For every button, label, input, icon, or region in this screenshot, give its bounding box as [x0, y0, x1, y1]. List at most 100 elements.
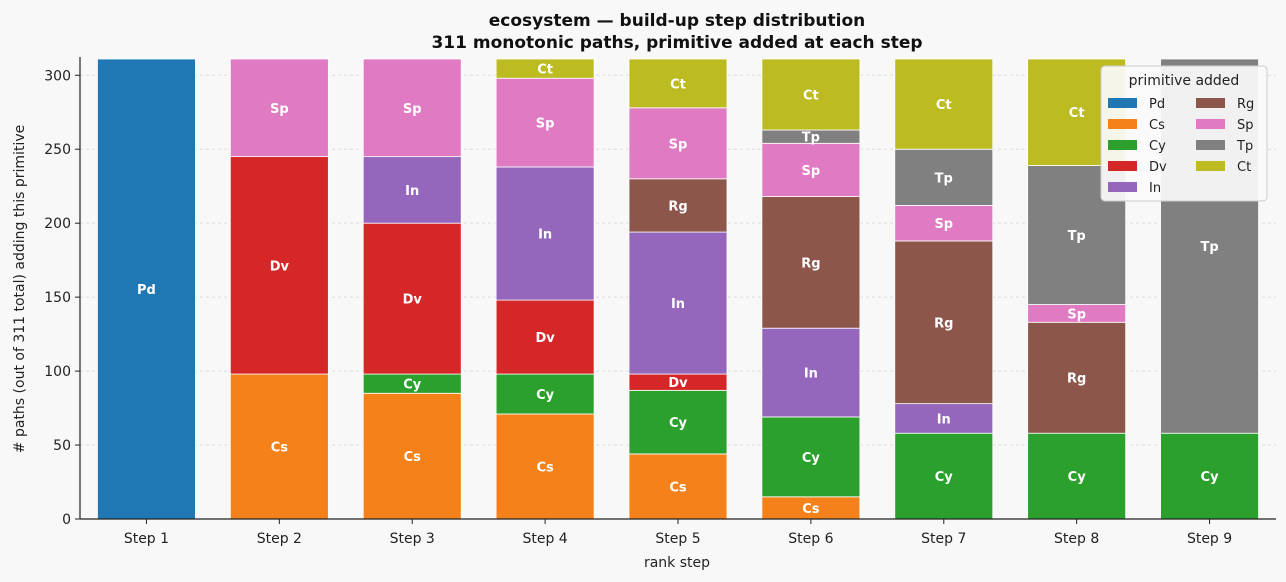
bar-segment	[628, 178, 728, 233]
x-tick-label: Step 7	[921, 531, 966, 547]
segment-label: Cs	[669, 480, 687, 495]
bar-segment	[495, 77, 595, 168]
bar-segment	[894, 403, 994, 434]
x-tick-label: Step 8	[1054, 531, 1099, 547]
segment-label: Rg	[1067, 372, 1086, 387]
bar-segment	[1027, 321, 1127, 434]
bar-segment	[97, 58, 196, 520]
segment-label: Rg	[801, 256, 820, 271]
segment-label: Cy	[802, 451, 821, 466]
bar-segment	[1027, 432, 1127, 520]
x-axis-label: rank step	[644, 555, 710, 571]
bar-segment	[894, 205, 994, 242]
legend-swatch	[1108, 119, 1137, 129]
legend-swatch	[1196, 161, 1225, 171]
segment-label: Pd	[137, 283, 156, 298]
segment-label: Sp	[802, 164, 821, 179]
segment-label: In	[538, 228, 552, 243]
legend-swatch	[1196, 119, 1225, 129]
bar-segment	[894, 148, 994, 206]
segment-label: Ct	[1069, 106, 1085, 121]
legend-swatch	[1196, 98, 1225, 108]
legend: primitive added Pd Cs Cy Dv In Rg Sp Tp Ct	[1100, 65, 1268, 202]
x-tick-label: Step 6	[788, 531, 833, 547]
bar-segment	[628, 58, 728, 109]
segment-label: Tp	[1200, 240, 1218, 255]
x-tick-label: Step 5	[655, 531, 700, 547]
legend-swatch	[1196, 140, 1225, 150]
segment-label: Sp	[1067, 307, 1086, 322]
bar-segment	[229, 156, 329, 375]
legend-entry-label: Cy	[1149, 139, 1166, 154]
bars: Pd Cs Dv Sp Cs Cy Dv In Sp Cs Cy Dv In Sp Ct Cs Cy Dv In Rg…	[97, 58, 1259, 520]
segment-label: Dv	[270, 259, 290, 274]
segment-label: Tp	[1068, 229, 1086, 244]
bar-segment	[628, 231, 728, 375]
y-tick-label: 50	[53, 438, 71, 454]
legend-title: primitive added	[1129, 73, 1240, 89]
segment-label: Sp	[669, 137, 688, 152]
bar-segment	[229, 58, 329, 158]
bar-segment	[1160, 432, 1259, 520]
bar-segment	[761, 416, 861, 498]
y-axis-label: # paths (out of 311 total) adding this p…	[12, 125, 28, 453]
segment-label: Sp	[934, 217, 953, 232]
legend-entry-label: Cs	[1149, 118, 1165, 133]
y-tick-label: 250	[44, 142, 71, 158]
segment-label: Cy	[536, 388, 555, 403]
segment-label: Rg	[668, 199, 687, 214]
y-tick-label: 0	[62, 512, 71, 528]
segment-label: Cy	[669, 416, 688, 431]
x-tick-label: Step 2	[257, 531, 302, 547]
axes: 0 50 100 150 200 250 300 Step 1 Step 2 Step 3 Step…	[44, 57, 1276, 547]
segment-label: Dv	[668, 376, 688, 391]
bar-segment	[894, 58, 994, 150]
segment-label: Ct	[936, 98, 952, 113]
legend-entry-label: In	[1149, 181, 1161, 196]
bar-segment	[894, 432, 994, 520]
legend-swatch	[1108, 98, 1137, 108]
y-tick-label: 150	[44, 290, 71, 306]
segment-label: In	[804, 367, 818, 382]
bar-segment	[761, 58, 861, 131]
bar-segment	[362, 58, 462, 158]
x-tick-label: Step 1	[124, 531, 169, 547]
y-tick-label: 200	[44, 216, 71, 232]
segment-label: Rg	[934, 316, 953, 331]
segment-label: Tp	[935, 171, 953, 186]
bar-segment	[495, 166, 595, 301]
y-tick-label: 300	[44, 68, 71, 84]
segment-label: Cy	[1201, 470, 1220, 485]
segment-label: Cy	[1068, 470, 1087, 485]
bar-segment	[761, 196, 861, 329]
legend-entry-label: Ct	[1237, 160, 1251, 175]
segment-label: Cy	[403, 378, 422, 393]
bar-segment	[894, 240, 994, 405]
bar-segment	[761, 142, 861, 197]
legend-entry-label: Pd	[1149, 97, 1165, 112]
segment-label: Cs	[404, 450, 422, 465]
bar-segment	[495, 413, 595, 520]
legend-swatch	[1108, 140, 1137, 150]
segment-label: Ct	[537, 63, 553, 78]
segment-label: Ct	[670, 77, 686, 92]
segment-label: In	[405, 184, 419, 199]
chart-subtitle: 311 monotonic paths, primitive added at …	[431, 33, 922, 53]
legend-entry-label: Sp	[1237, 118, 1254, 133]
segment-label: Sp	[536, 117, 555, 132]
bar-segment	[761, 327, 861, 418]
segment-label: Dv	[535, 331, 555, 346]
bar-segment	[362, 156, 462, 224]
legend-swatch	[1108, 161, 1137, 171]
bar-segment	[495, 299, 595, 375]
bar-segment	[495, 58, 595, 79]
legend-entry-label: Tp	[1236, 139, 1253, 154]
x-tick-label: Step 4	[522, 531, 567, 547]
chart-title: ecosystem — build-up step distribution	[489, 11, 865, 31]
segment-label: In	[671, 297, 685, 312]
x-tick-label: Step 9	[1187, 531, 1232, 547]
legend-box	[1100, 65, 1268, 202]
segment-label: Cs	[271, 441, 289, 456]
legend-entry-label: Dv	[1149, 160, 1167, 175]
